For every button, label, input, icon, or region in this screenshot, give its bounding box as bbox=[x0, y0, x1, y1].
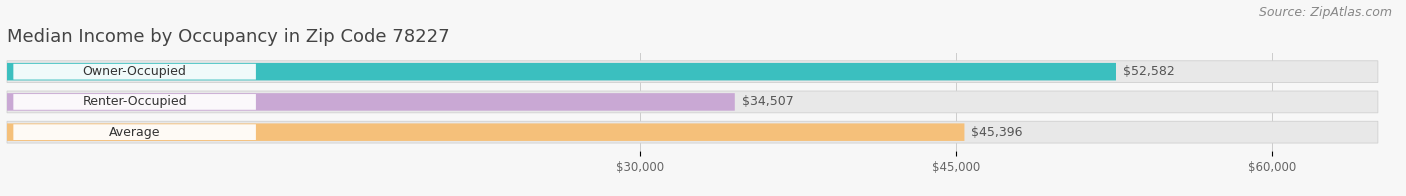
Text: Owner-Occupied: Owner-Occupied bbox=[83, 65, 187, 78]
Text: Average: Average bbox=[108, 126, 160, 139]
Text: Renter-Occupied: Renter-Occupied bbox=[83, 95, 187, 108]
FancyBboxPatch shape bbox=[7, 61, 1378, 83]
Text: $52,582: $52,582 bbox=[1123, 65, 1174, 78]
FancyBboxPatch shape bbox=[7, 123, 965, 141]
FancyBboxPatch shape bbox=[7, 91, 1378, 113]
Text: $34,507: $34,507 bbox=[741, 95, 793, 108]
FancyBboxPatch shape bbox=[7, 93, 735, 111]
FancyBboxPatch shape bbox=[14, 64, 256, 80]
Text: Source: ZipAtlas.com: Source: ZipAtlas.com bbox=[1258, 6, 1392, 19]
FancyBboxPatch shape bbox=[14, 94, 256, 110]
Text: $45,396: $45,396 bbox=[972, 126, 1022, 139]
Text: Median Income by Occupancy in Zip Code 78227: Median Income by Occupancy in Zip Code 7… bbox=[7, 28, 450, 46]
FancyBboxPatch shape bbox=[7, 121, 1378, 143]
FancyBboxPatch shape bbox=[14, 124, 256, 140]
FancyBboxPatch shape bbox=[7, 63, 1116, 80]
